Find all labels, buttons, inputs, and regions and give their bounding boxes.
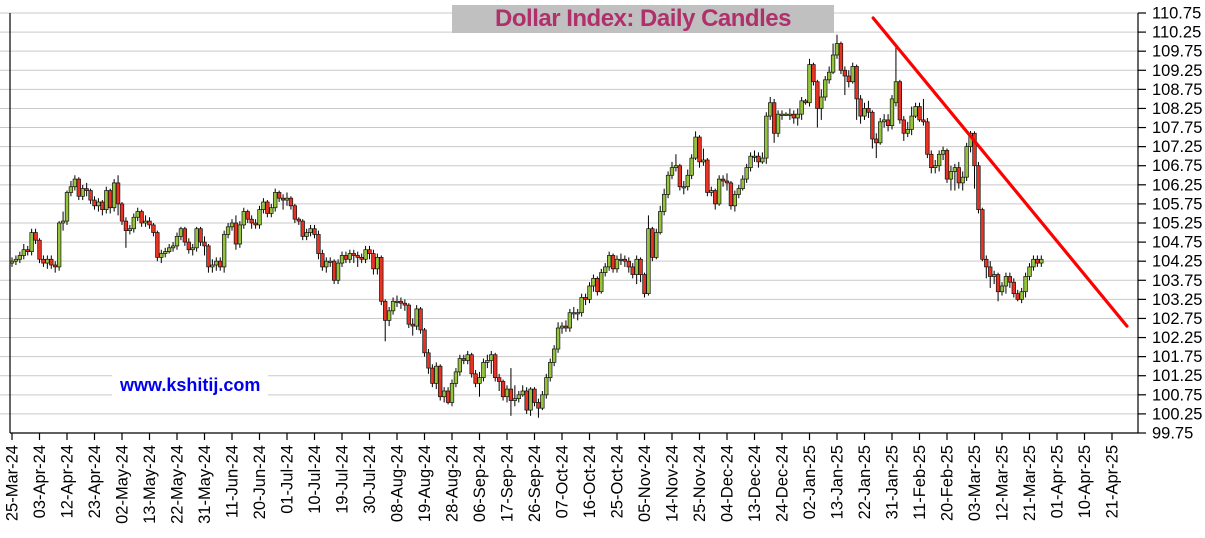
- watermark-text: www.kshitij.com: [112, 374, 269, 397]
- svg-text:25-Mar-24: 25-Mar-24: [4, 445, 22, 521]
- svg-text:106.25: 106.25: [1152, 176, 1202, 194]
- svg-text:109.75: 109.75: [1152, 43, 1202, 61]
- svg-text:10-Apr-25: 10-Apr-25: [1076, 445, 1094, 518]
- svg-text:13-Jan-25: 13-Jan-25: [829, 445, 847, 519]
- svg-text:110.25: 110.25: [1152, 24, 1201, 42]
- svg-text:101.25: 101.25: [1152, 367, 1202, 385]
- svg-text:30-Jul-24: 30-Jul-24: [361, 445, 379, 514]
- svg-text:21-Mar-25: 21-Mar-25: [1021, 445, 1039, 521]
- svg-text:14-Nov-24: 14-Nov-24: [664, 445, 682, 522]
- svg-text:25-Nov-24: 25-Nov-24: [691, 445, 709, 522]
- svg-text:11-Jun-24: 11-Jun-24: [224, 445, 242, 518]
- svg-text:25-Oct-24: 25-Oct-24: [609, 445, 627, 518]
- svg-text:100.75: 100.75: [1152, 386, 1202, 404]
- svg-text:12-Mar-25: 12-Mar-25: [994, 445, 1012, 521]
- x-axis-labels-group: 25-Mar-24 03-Apr-24 12-Apr-24 23-Apr-24 02-M…: [4, 445, 1122, 524]
- svg-text:104.25: 104.25: [1152, 253, 1202, 271]
- svg-text:31-Jan-25: 31-Jan-25: [884, 445, 902, 519]
- candles-group: [9, 34, 1044, 418]
- svg-text:22-Jan-25: 22-Jan-25: [856, 445, 874, 519]
- svg-text:108.25: 108.25: [1152, 100, 1202, 118]
- y-axis-labels-group: 110.75110.25109.75109.25108.75108.25107.…: [1152, 5, 1202, 443]
- svg-text:11-Feb-25: 11-Feb-25: [911, 445, 929, 520]
- svg-text:02-Jan-25: 02-Jan-25: [801, 445, 819, 519]
- svg-text:100.25: 100.25: [1152, 405, 1202, 423]
- svg-text:03-Apr-24: 03-Apr-24: [31, 445, 49, 518]
- svg-text:10-Jul-24: 10-Jul-24: [306, 445, 324, 514]
- svg-text:16-Oct-24: 16-Oct-24: [581, 445, 599, 518]
- svg-text:22-May-24: 22-May-24: [169, 445, 187, 524]
- svg-text:102.75: 102.75: [1152, 310, 1202, 328]
- svg-text:99.75: 99.75: [1152, 425, 1193, 443]
- chart-title: Dollar Index: Daily Candles: [452, 5, 834, 33]
- svg-text:110.75: 110.75: [1152, 5, 1201, 23]
- gridlines-group: [0, 12, 1138, 415]
- svg-text:02-May-24: 02-May-24: [114, 445, 132, 524]
- svg-text:13-May-24: 13-May-24: [141, 445, 159, 524]
- svg-text:04-Dec-24: 04-Dec-24: [719, 445, 737, 522]
- axes-group: [9, 12, 1146, 440]
- svg-text:109.25: 109.25: [1152, 62, 1202, 80]
- svg-text:104.75: 104.75: [1152, 234, 1202, 252]
- svg-text:12-Apr-24: 12-Apr-24: [59, 445, 77, 518]
- svg-text:17-Sep-24: 17-Sep-24: [499, 445, 517, 522]
- svg-text:20-Jun-24: 20-Jun-24: [251, 445, 269, 519]
- svg-text:28-Aug-24: 28-Aug-24: [444, 445, 462, 522]
- svg-text:103.75: 103.75: [1152, 272, 1202, 290]
- svg-text:05-Nov-24: 05-Nov-24: [636, 445, 654, 522]
- svg-text:01-Jul-24: 01-Jul-24: [279, 445, 297, 514]
- svg-text:24-Dec-24: 24-Dec-24: [774, 445, 792, 522]
- svg-text:108.75: 108.75: [1152, 81, 1202, 99]
- trendline-group: [871, 16, 1129, 328]
- svg-text:31-May-24: 31-May-24: [196, 445, 214, 524]
- svg-text:106.75: 106.75: [1152, 157, 1202, 175]
- svg-text:08-Aug-24: 08-Aug-24: [389, 445, 407, 522]
- svg-text:06-Sep-24: 06-Sep-24: [471, 445, 489, 522]
- svg-text:20-Feb-25: 20-Feb-25: [939, 445, 957, 521]
- svg-text:103.25: 103.25: [1152, 291, 1202, 309]
- svg-text:01-Apr-25: 01-Apr-25: [1049, 445, 1067, 518]
- svg-text:101.75: 101.75: [1152, 348, 1202, 366]
- svg-text:19-Jul-24: 19-Jul-24: [334, 445, 352, 514]
- svg-text:107.75: 107.75: [1152, 119, 1202, 137]
- svg-text:105.25: 105.25: [1152, 215, 1202, 233]
- svg-text:26-Sep-24: 26-Sep-24: [526, 445, 544, 522]
- svg-text:105.75: 105.75: [1152, 195, 1202, 213]
- svg-text:23-Apr-24: 23-Apr-24: [86, 445, 104, 518]
- svg-text:107.25: 107.25: [1152, 138, 1202, 156]
- svg-text:19-Aug-24: 19-Aug-24: [416, 445, 434, 522]
- svg-text:07-Oct-24: 07-Oct-24: [554, 445, 572, 518]
- svg-text:102.25: 102.25: [1152, 329, 1202, 347]
- svg-text:21-Apr-25: 21-Apr-25: [1104, 445, 1122, 518]
- svg-text:03-Mar-25: 03-Mar-25: [966, 445, 984, 521]
- svg-text:13-Dec-24: 13-Dec-24: [746, 445, 764, 522]
